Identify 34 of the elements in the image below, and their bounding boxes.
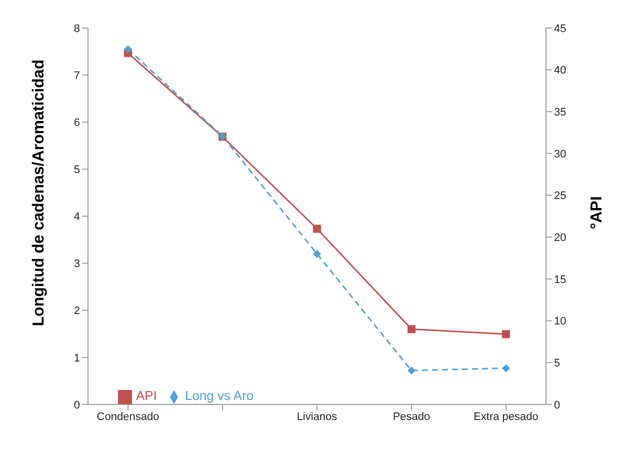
x-tick-label: Condensado: [96, 411, 160, 424]
point: [408, 366, 416, 375]
y-tick-label: 6: [74, 117, 80, 130]
point: [408, 325, 416, 334]
y2-tick-label: 10: [554, 316, 566, 328]
x-tick-label: Pesado: [392, 411, 430, 424]
point: [124, 45, 132, 54]
y2-tick-label: 45: [554, 22, 566, 35]
point: [313, 224, 321, 233]
y2-tick-label: 0: [554, 399, 560, 412]
x-tick-label: Extra pesado: [474, 411, 538, 424]
y-tick-label: 3: [74, 258, 80, 270]
y-tick-label: 2: [74, 305, 80, 318]
legend-label: Long vs Aro: [184, 388, 254, 404]
y2-tick-label: 30: [554, 148, 566, 160]
y2-tick-label: 25: [554, 190, 566, 202]
x-tick-label: Livianos: [296, 411, 338, 424]
y2-tick-label: 35: [554, 106, 566, 119]
point: [502, 330, 510, 338]
point: [502, 364, 510, 372]
y-tick-label: 0: [74, 399, 80, 412]
point: [313, 250, 321, 258]
y-tick-label: 1: [74, 352, 80, 364]
y-axis-title: Longitud de cadenas/Aromaticidad: [30, 60, 48, 326]
y2-tick-label: 5: [554, 358, 560, 370]
y2-tick-label: 40: [554, 64, 566, 77]
y2-tick-label: 20: [554, 232, 566, 244]
y-tick-label: 5: [74, 164, 80, 176]
y2-tick-label: 15: [554, 274, 566, 286]
y2-axis-title: °API: [588, 196, 606, 230]
y-tick-label: 8: [74, 22, 80, 35]
y-tick-label: 4: [74, 211, 80, 224]
y-tick-label: 7: [74, 70, 80, 82]
legend-label: API: [136, 388, 157, 404]
